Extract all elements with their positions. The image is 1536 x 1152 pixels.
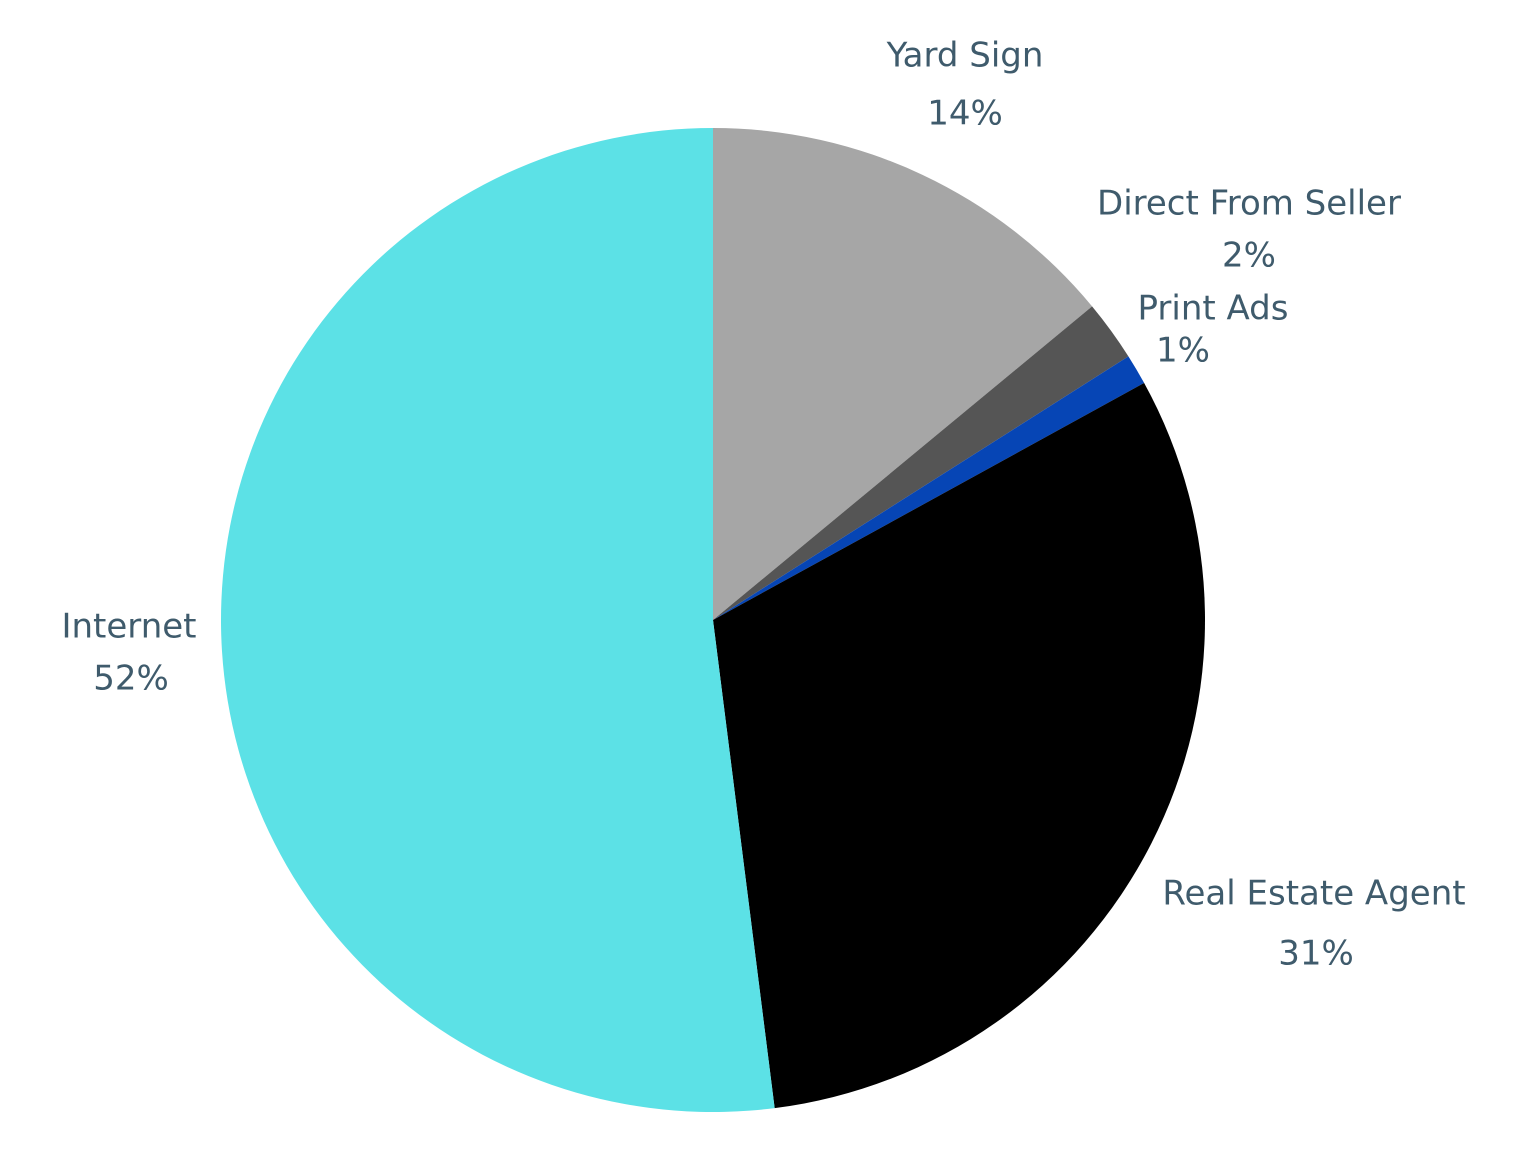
slice-label: Internet	[61, 607, 196, 647]
slice-label: Real Estate Agent	[1162, 874, 1465, 914]
pie-slice	[713, 306, 1129, 620]
slice-label: Direct From Seller	[1097, 184, 1401, 224]
slice-value-label: 1%	[1156, 331, 1210, 371]
slice-value-label: 31%	[1278, 934, 1354, 974]
slice-value-label: 2%	[1222, 236, 1276, 276]
slice-label: Print Ads	[1138, 289, 1289, 329]
slice-value-label: 52%	[93, 659, 169, 699]
slice-value-label: 14%	[927, 94, 1003, 134]
pie-slice	[221, 128, 775, 1112]
pie-slice	[713, 356, 1145, 620]
slice-label: Yard Sign	[886, 36, 1044, 76]
pie-slice	[713, 382, 1206, 1109]
pie-slice	[713, 128, 1093, 620]
